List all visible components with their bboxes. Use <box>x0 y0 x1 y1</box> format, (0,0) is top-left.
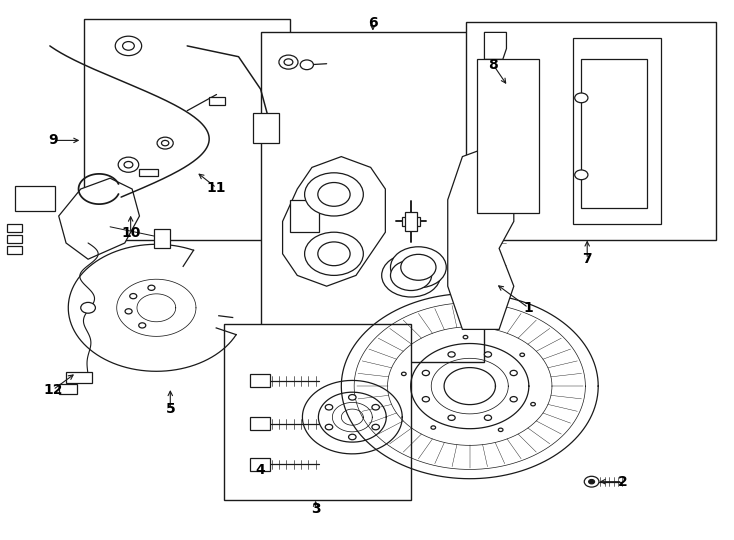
Circle shape <box>422 396 429 402</box>
Circle shape <box>325 404 333 410</box>
Circle shape <box>124 161 133 168</box>
Circle shape <box>510 396 517 402</box>
Text: 8: 8 <box>488 58 498 72</box>
Bar <box>290 200 319 232</box>
Circle shape <box>484 415 492 421</box>
Bar <box>7 224 22 232</box>
Circle shape <box>372 404 379 410</box>
Bar <box>209 97 225 105</box>
Circle shape <box>448 415 455 421</box>
Text: 9: 9 <box>48 133 58 147</box>
Circle shape <box>139 323 146 328</box>
Bar <box>261 32 484 362</box>
Bar <box>7 246 22 254</box>
Circle shape <box>463 335 468 339</box>
Circle shape <box>284 59 293 65</box>
Circle shape <box>531 402 535 406</box>
Circle shape <box>115 36 142 56</box>
Circle shape <box>484 352 492 357</box>
Circle shape <box>448 352 455 357</box>
Text: 2: 2 <box>617 475 628 489</box>
Bar <box>250 417 270 430</box>
Circle shape <box>318 242 350 266</box>
Circle shape <box>431 426 435 429</box>
Circle shape <box>81 302 95 313</box>
Text: 1: 1 <box>523 301 534 315</box>
Text: 4: 4 <box>255 463 266 477</box>
Circle shape <box>372 424 379 430</box>
Circle shape <box>401 372 406 376</box>
Circle shape <box>130 294 137 299</box>
Bar <box>15 186 55 211</box>
Text: 10: 10 <box>121 226 140 240</box>
Bar <box>250 374 270 387</box>
Circle shape <box>279 55 298 69</box>
Text: 6: 6 <box>368 16 378 30</box>
Bar <box>573 38 661 224</box>
Circle shape <box>498 428 503 431</box>
Circle shape <box>349 434 356 440</box>
Bar <box>250 458 270 471</box>
Bar <box>84 19 290 240</box>
Bar <box>477 59 539 213</box>
Circle shape <box>325 424 333 430</box>
Circle shape <box>390 260 432 291</box>
Circle shape <box>118 157 139 172</box>
Text: 12: 12 <box>43 383 62 397</box>
Circle shape <box>589 480 595 484</box>
Polygon shape <box>59 178 139 259</box>
Circle shape <box>123 42 134 50</box>
Circle shape <box>125 309 132 314</box>
Text: 5: 5 <box>165 402 175 416</box>
Bar <box>405 212 417 231</box>
Text: 7: 7 <box>582 252 592 266</box>
Polygon shape <box>283 157 385 286</box>
Circle shape <box>575 93 588 103</box>
Bar <box>402 217 420 226</box>
Bar <box>224 324 411 500</box>
Circle shape <box>575 170 588 180</box>
Circle shape <box>390 247 446 288</box>
Bar <box>154 230 170 248</box>
Circle shape <box>382 254 440 297</box>
Bar <box>59 384 77 394</box>
Circle shape <box>318 183 350 206</box>
Circle shape <box>148 285 155 291</box>
Circle shape <box>161 140 169 146</box>
Circle shape <box>520 353 525 356</box>
Bar <box>581 59 647 208</box>
Text: 11: 11 <box>207 181 226 195</box>
Circle shape <box>584 476 599 487</box>
Bar <box>253 113 279 143</box>
Circle shape <box>349 395 356 400</box>
Circle shape <box>510 370 517 376</box>
Circle shape <box>422 370 429 376</box>
Bar <box>466 22 716 240</box>
Circle shape <box>305 232 363 275</box>
Polygon shape <box>448 146 514 329</box>
Bar <box>66 372 92 383</box>
Bar <box>7 235 22 243</box>
Circle shape <box>401 254 436 280</box>
Text: 3: 3 <box>310 502 321 516</box>
Polygon shape <box>484 32 506 59</box>
Circle shape <box>305 173 363 216</box>
Bar <box>139 169 158 176</box>
Circle shape <box>157 137 173 149</box>
Circle shape <box>300 60 313 70</box>
